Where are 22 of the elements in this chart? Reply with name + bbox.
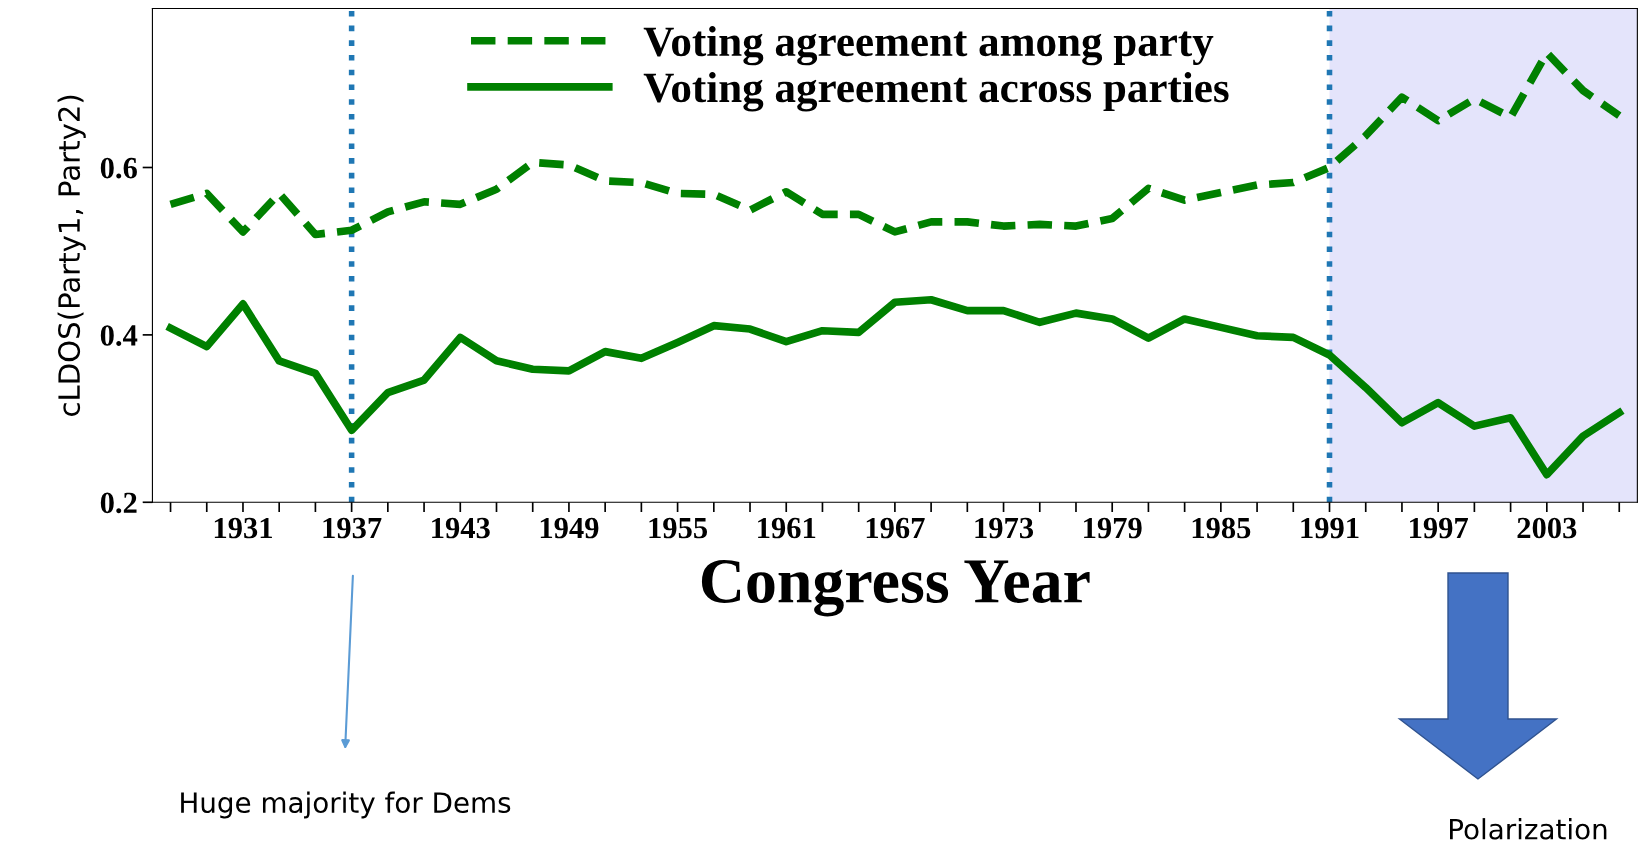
legend-label: Voting agreement among party	[643, 25, 1214, 66]
y-tick-label: 0.6	[100, 157, 137, 179]
text: Polarization	[1450, 818, 1607, 840]
x-tick-label: 1955	[649, 517, 708, 539]
x-tick-label: 1979	[1084, 517, 1142, 539]
x-tick-label: 1961	[758, 517, 816, 539]
x-tick-label: 1991	[1301, 517, 1359, 539]
x-axis-title: Congress Year	[701, 559, 1090, 617]
x-tick-label: 1931	[214, 517, 272, 539]
x-tick-label: 1943	[432, 517, 490, 539]
y-tick-label: 0.4	[100, 325, 138, 346]
text: Huge majority for Dems	[181, 791, 511, 819]
y-tick-label: 0.2	[100, 492, 137, 514]
x-tick-label: 1985	[1192, 517, 1251, 539]
x-tick-label: 2003	[1517, 517, 1577, 539]
y-axis-title: cLDOS(Party1, Party2)	[57, 95, 86, 416]
x-tick-label: 1997	[1410, 517, 1468, 539]
x-tick-label: 1973	[975, 517, 1034, 539]
legend-label: Voting agreement across parties	[643, 72, 1229, 112]
x-tick-label: 1937	[323, 517, 382, 539]
x-tick-label: 1949	[540, 517, 599, 539]
x-tick-label: 1967	[866, 517, 925, 539]
